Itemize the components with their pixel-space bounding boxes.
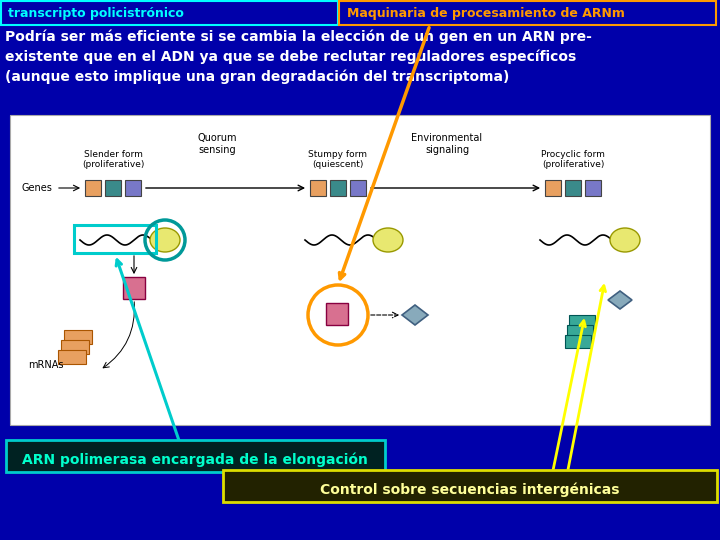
Text: existente que en el ADN ya que se debe reclutar reguladores específicos: existente que en el ADN ya que se debe r…	[5, 50, 576, 64]
Text: Quorum
sensing: Quorum sensing	[197, 133, 237, 154]
FancyBboxPatch shape	[223, 470, 717, 502]
Bar	[565, 335, 591, 348]
Bar	[326, 303, 348, 325]
Bar	[350, 180, 366, 196]
Text: Podría ser más eficiente si se cambia la elección de un gen en un ARN pre-: Podría ser más eficiente si se cambia la…	[5, 30, 592, 44]
Text: Environmental
signaling: Environmental signaling	[411, 133, 482, 154]
Ellipse shape	[373, 228, 403, 252]
Text: Procyclic form
(proliferative): Procyclic form (proliferative)	[541, 150, 605, 170]
Bar	[58, 350, 86, 364]
Text: Maquinaria de procesamiento de ARNm: Maquinaria de procesamiento de ARNm	[347, 6, 625, 19]
Bar	[105, 180, 121, 196]
FancyBboxPatch shape	[6, 440, 385, 472]
Polygon shape	[608, 291, 632, 309]
Text: Genes: Genes	[22, 183, 53, 193]
Bar	[64, 330, 92, 344]
Bar	[545, 180, 561, 196]
Bar	[85, 180, 101, 196]
Text: transcripto policistrónico: transcripto policistrónico	[8, 6, 184, 19]
Text: Stumpy form
(quiescent): Stumpy form (quiescent)	[308, 150, 367, 170]
Bar	[330, 180, 346, 196]
Text: ARN polimerasa encargada de la elongación: ARN polimerasa encargada de la elongació…	[22, 453, 368, 467]
Bar	[569, 315, 595, 328]
Ellipse shape	[610, 228, 640, 252]
Bar	[585, 180, 601, 196]
Bar	[123, 277, 145, 299]
Bar	[125, 180, 141, 196]
Bar	[567, 325, 593, 338]
Text: Slender form
(proliferative): Slender form (proliferative)	[82, 150, 144, 170]
Text: Control sobre secuencias intergénicas: Control sobre secuencias intergénicas	[320, 483, 620, 497]
Bar	[565, 180, 581, 196]
Bar	[61, 340, 89, 354]
Bar	[310, 180, 326, 196]
Polygon shape	[402, 305, 428, 325]
Text: (aunque esto implique una gran degradación del transcriptoma): (aunque esto implique una gran degradaci…	[5, 70, 509, 84]
Ellipse shape	[150, 228, 180, 252]
Bar	[10, 115, 710, 425]
Text: mRNAs: mRNAs	[28, 360, 63, 370]
